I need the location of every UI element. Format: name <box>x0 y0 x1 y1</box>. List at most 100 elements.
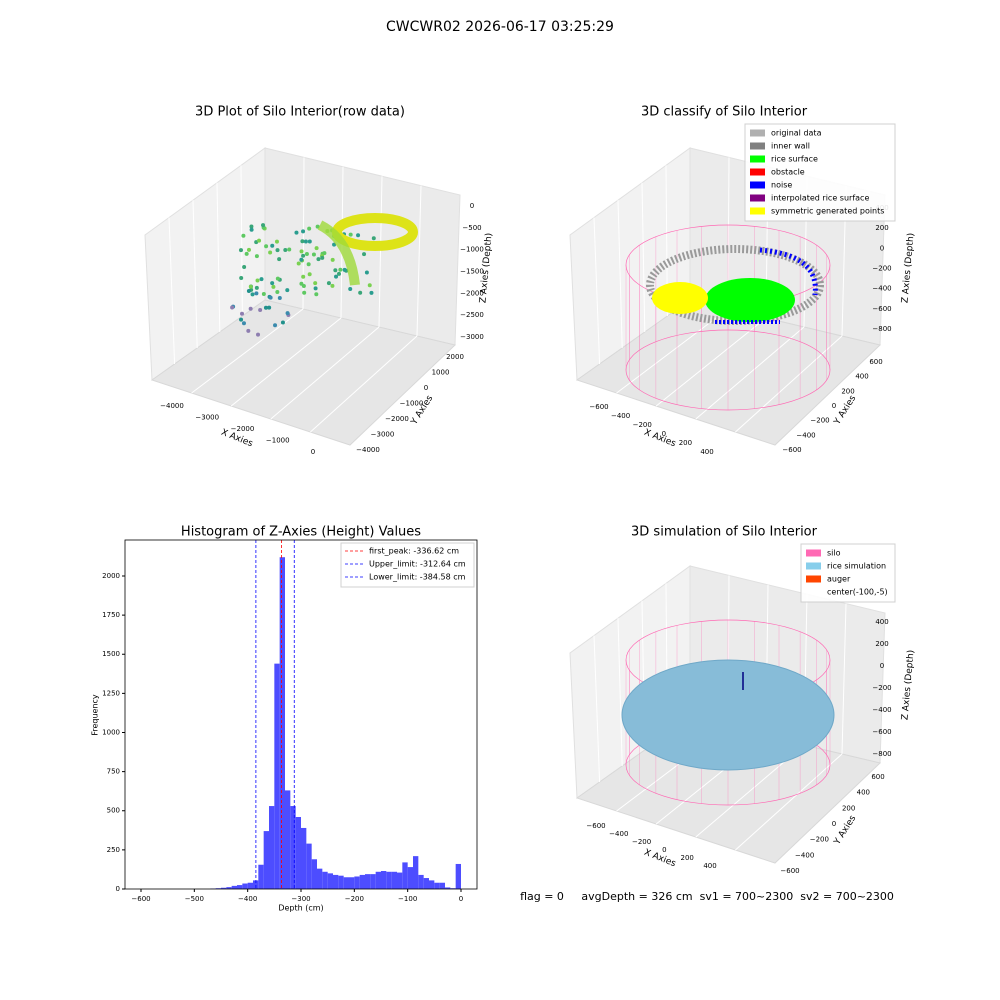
point-cloud <box>322 251 327 256</box>
pane-grid <box>168 217 176 365</box>
pane-grid <box>192 200 198 349</box>
point-cloud <box>299 257 304 262</box>
legend-box <box>340 542 475 588</box>
pane-grid <box>593 635 601 783</box>
point-cloud <box>294 230 299 235</box>
y-tick-label: 400 <box>857 789 870 797</box>
legend-swatch <box>750 181 765 189</box>
point-cloud <box>333 268 338 273</box>
legend-label: rice simulation <box>827 562 886 571</box>
legend-swatch <box>750 155 765 163</box>
legend-label: auger <box>827 575 851 584</box>
y-tick-label: 1500 <box>102 650 120 658</box>
legend-label: interpolated rice surface <box>771 194 869 203</box>
point-cloud <box>277 296 282 301</box>
point-cloud <box>307 226 312 231</box>
bar <box>285 790 291 889</box>
bar <box>301 827 307 889</box>
point-cloud <box>270 281 275 286</box>
y-tick-label: 2000 <box>102 572 120 580</box>
point-cloud <box>267 305 272 310</box>
point-cloud <box>271 284 276 289</box>
bar <box>231 885 237 889</box>
y-tick-label: 1750 <box>102 611 120 619</box>
point-cloud <box>300 239 305 244</box>
legend-swatch <box>750 207 765 215</box>
bar <box>338 875 344 889</box>
bar <box>343 877 349 889</box>
point-cloud <box>342 267 347 272</box>
x-tick-label: 200 <box>681 854 694 862</box>
point-cloud <box>275 276 280 281</box>
pane-grid <box>695 326 805 420</box>
y-tick-label: −400 <box>796 431 815 439</box>
y-tick-label: 1000 <box>102 728 120 736</box>
bar <box>349 877 355 889</box>
y-axis-label: Frequency <box>91 694 100 736</box>
bar <box>365 874 371 889</box>
pane-grid <box>641 182 646 333</box>
z-tick-label: −200 <box>872 684 891 692</box>
z-tick-label: −600 <box>872 305 891 313</box>
point-cloud <box>299 249 304 254</box>
point-cloud <box>248 306 253 311</box>
y-tick-label: 1250 <box>102 689 120 697</box>
point-cloud <box>336 271 341 276</box>
point-cloud <box>285 288 290 293</box>
point-cloud <box>264 244 269 249</box>
point-cloud <box>311 252 316 257</box>
point-cloud <box>274 239 279 244</box>
y-tick-label: −3000 <box>371 431 395 439</box>
bar <box>274 663 280 889</box>
z-tick-label: 200 <box>875 640 888 648</box>
x-tick-label: 0 <box>459 895 463 903</box>
z-tick-label: −400 <box>872 706 891 714</box>
point-cloud <box>301 253 306 258</box>
y-tick-label: 2000 <box>446 353 464 361</box>
point-cloud <box>244 251 249 256</box>
pane-floor <box>150 299 457 446</box>
bar <box>439 882 445 889</box>
legend-swatch <box>806 575 821 583</box>
point-cloud <box>273 323 278 328</box>
point-cloud <box>257 238 262 243</box>
x-tick-label: −200 <box>632 838 651 846</box>
bar <box>354 876 360 889</box>
bar <box>242 883 248 889</box>
x-tick-label: −400 <box>609 830 628 838</box>
x-tick-label: −600 <box>131 895 150 903</box>
point-cloud <box>364 270 369 275</box>
point-cloud <box>283 248 288 253</box>
bar <box>258 864 264 889</box>
point-cloud <box>255 278 260 283</box>
bar <box>279 557 285 889</box>
y-tick-label: 400 <box>855 373 868 381</box>
y-tick-label: −200 <box>810 417 829 425</box>
pane-grid <box>735 753 843 851</box>
point-cloud <box>348 232 353 237</box>
point-cloud <box>301 229 306 234</box>
legend-label: noise <box>771 181 792 190</box>
point-cloud <box>338 267 343 272</box>
pane-grid <box>617 200 623 349</box>
point-cloud <box>241 321 246 326</box>
point-cloud <box>254 291 259 296</box>
bar <box>455 863 461 889</box>
z-tick-label: −1500 <box>460 268 484 276</box>
point-cloud <box>313 286 318 291</box>
point-cloud <box>314 246 319 251</box>
bar <box>407 867 413 889</box>
point-cloud <box>367 283 372 288</box>
point-cloud <box>258 307 263 312</box>
pane-grid <box>270 326 380 420</box>
point-cloud <box>307 272 312 277</box>
legend-label: original data <box>771 129 822 138</box>
point-cloud <box>246 247 251 252</box>
point-cloud <box>280 320 285 325</box>
x-tick-label: 0 <box>662 430 666 438</box>
point-cloud <box>301 274 306 279</box>
bar <box>445 887 451 889</box>
rice-surface <box>705 278 795 322</box>
chart-title: Histogram of Z-Axies (Height) Values <box>181 525 421 540</box>
x-tick-label: −600 <box>586 822 605 830</box>
